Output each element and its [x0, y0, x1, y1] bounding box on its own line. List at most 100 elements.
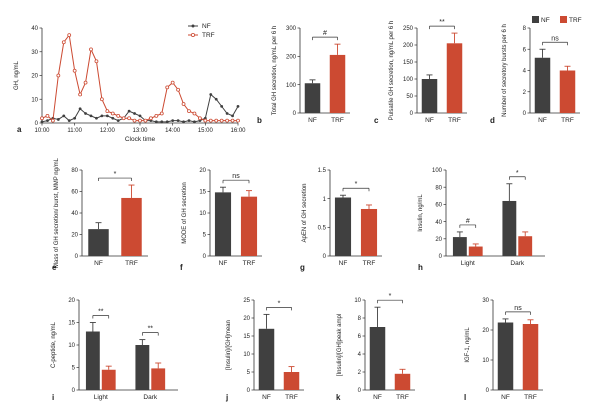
y-axis-label-i: C-peptide, ng/mL [51, 321, 57, 368]
y-tick-label-l: 0 [486, 388, 490, 394]
y-tick-label-j: 25 [243, 298, 250, 304]
y-tick-label-f: 0 [203, 254, 207, 260]
bar-l-trf [522, 324, 539, 390]
point-nf [231, 114, 234, 118]
y-axis-label-k: [Insulin]/[GH]peak ampl [337, 314, 343, 376]
y-tick-label-j: 0 [247, 388, 251, 394]
y-tick-label-g: 0.5 [318, 226, 327, 232]
x-tick-label-e: TRF [125, 260, 138, 267]
legend-label-trf: TRF [202, 32, 215, 39]
bar-f-nf [214, 192, 232, 256]
y-tick-label-a: 20 [31, 74, 38, 80]
significance-label-k: * [389, 293, 392, 300]
significance-label-h: * [516, 170, 519, 177]
y-tick-label-l: 30 [482, 298, 489, 304]
point-nf [73, 116, 77, 120]
point-nf [209, 93, 213, 96]
point-nf [40, 120, 44, 124]
y-tick-label-i: 10 [68, 343, 75, 349]
y-tick-label-h: 40 [435, 220, 442, 226]
y-tick-label-f: 5 [203, 233, 207, 239]
y-tick-label-e: 40 [71, 211, 78, 217]
panel-letter-c: c [374, 116, 379, 125]
point-trf [132, 118, 137, 123]
bar-c-nf [421, 79, 438, 113]
significance-label-c: ** [439, 19, 445, 26]
y-tick-label-c: 150 [403, 60, 414, 66]
y-tick-label-g: 1.5 [318, 168, 327, 174]
point-trf [176, 87, 181, 92]
y-tick-label-c: 100 [403, 77, 414, 83]
significance-label-h: # [466, 218, 470, 225]
bar-e-nf [88, 229, 109, 256]
bar-d-nf [534, 57, 551, 113]
y-tick-label-f: 15 [199, 190, 206, 196]
point-trf [225, 118, 230, 123]
y-tick-label-b: 0 [293, 111, 297, 117]
legend-marker-nf [191, 24, 195, 28]
panel-letter-f: f [180, 263, 183, 272]
y-axis-label-a: GH, ng/mL [14, 60, 20, 90]
y-tick-label-d: 2 [523, 90, 527, 96]
point-nf [165, 120, 169, 124]
point-nf [127, 109, 131, 113]
y-axis-label-c: Pulsatile GH secretion, ng/mL per 6 h [389, 21, 395, 121]
y-tick-label-a: 10 [31, 97, 38, 103]
series-line-trf [41, 33, 238, 122]
x-tick-label-h: Light [461, 260, 475, 267]
x-tick-label-a: 12:00 [100, 128, 116, 134]
bar-h-light-1 [468, 246, 483, 256]
bar-h-dark-0 [502, 200, 517, 256]
y-tick-label-c: 0 [410, 111, 414, 117]
y-tick-label-j: 5 [247, 370, 251, 376]
point-trf [110, 111, 115, 116]
x-tick-label-a: 11:00 [67, 128, 82, 134]
y-tick-label-k: 2 [358, 370, 362, 376]
point-nf [95, 116, 98, 120]
point-trf [94, 59, 99, 64]
x-tick-label-b: NF [308, 117, 317, 124]
point-trf [105, 109, 110, 114]
y-tick-label-k: 8 [358, 316, 362, 322]
y-axis-label-b: Total GH secretion, ng/mL per 6 h [272, 26, 278, 116]
point-nf [67, 119, 71, 123]
point-nf [111, 116, 115, 120]
point-nf [46, 119, 49, 123]
x-tick-label-a: 14:00 [165, 128, 181, 134]
y-axis-label-e: Mass of GH secretion/ burst, MMP ng/mL [54, 157, 60, 268]
y-axis-label-d: Number of secretory bursts per 6 h [502, 24, 508, 117]
point-trf [148, 116, 153, 121]
point-trf [61, 40, 66, 45]
point-trf [165, 85, 170, 90]
y-tick-label-h: 80 [435, 185, 442, 191]
point-trf [121, 116, 126, 121]
x-tick-label-f: NF [219, 260, 228, 267]
y-axis-label-h: Insulin, ng/mL [418, 194, 424, 232]
point-trf [170, 80, 175, 85]
y-tick-label-j: 20 [243, 316, 250, 322]
point-nf [182, 120, 185, 124]
point-trf [99, 97, 104, 102]
y-tick-label-j: 10 [243, 352, 250, 358]
point-trf [56, 73, 61, 78]
y-tick-label-k: 0 [358, 388, 362, 394]
y-tick-label-a: 0 [35, 121, 39, 127]
y-tick-label-f: 10 [199, 211, 206, 217]
y-tick-label-h: 0 [439, 254, 443, 260]
point-nf [171, 119, 175, 123]
point-nf [84, 112, 87, 115]
point-nf [100, 114, 104, 118]
point-trf [154, 113, 159, 118]
significance-label-b: # [323, 30, 327, 37]
panel-letter-l: l [464, 393, 466, 402]
bar-b-nf [304, 83, 321, 113]
y-tick-label-k: 4 [358, 352, 362, 358]
legend-swatch-nf [532, 16, 539, 23]
point-trf [192, 111, 197, 116]
y-axis-label-g: ApEN of GH secretion [302, 183, 308, 242]
point-nf [154, 120, 158, 124]
point-nf [138, 114, 142, 118]
x-tick-label-c: TRF [448, 117, 461, 124]
x-tick-label-j: TRF [285, 394, 298, 401]
bar-g-nf [334, 197, 352, 256]
